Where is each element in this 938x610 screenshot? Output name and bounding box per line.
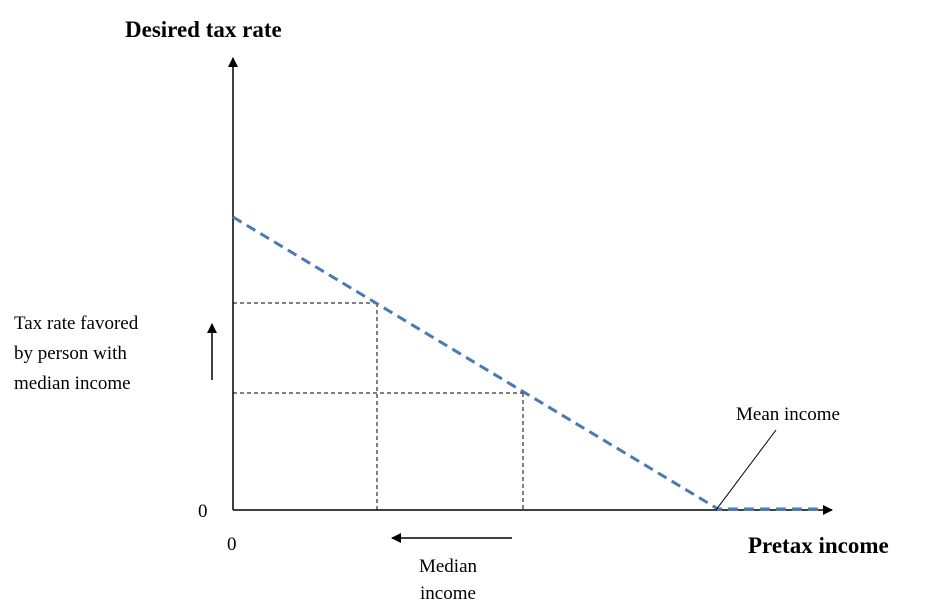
annotation-line: by person with bbox=[14, 343, 127, 364]
tax-rate-curve bbox=[232, 215, 820, 511]
x-origin-label: 0 bbox=[227, 534, 237, 555]
annotation: Mean income bbox=[736, 404, 840, 425]
y-axis-label: Desired tax rate bbox=[125, 17, 282, 42]
annotation-line: income bbox=[420, 583, 476, 604]
annotation-line: Median bbox=[419, 556, 478, 577]
annotation-line: Tax rate favored bbox=[14, 313, 139, 334]
guides bbox=[233, 302, 524, 510]
leader-line bbox=[715, 429, 777, 511]
x-axis-label: Pretax income bbox=[748, 533, 889, 558]
annotation-line: median income bbox=[14, 373, 131, 394]
y-origin-label: 0 bbox=[198, 501, 208, 522]
